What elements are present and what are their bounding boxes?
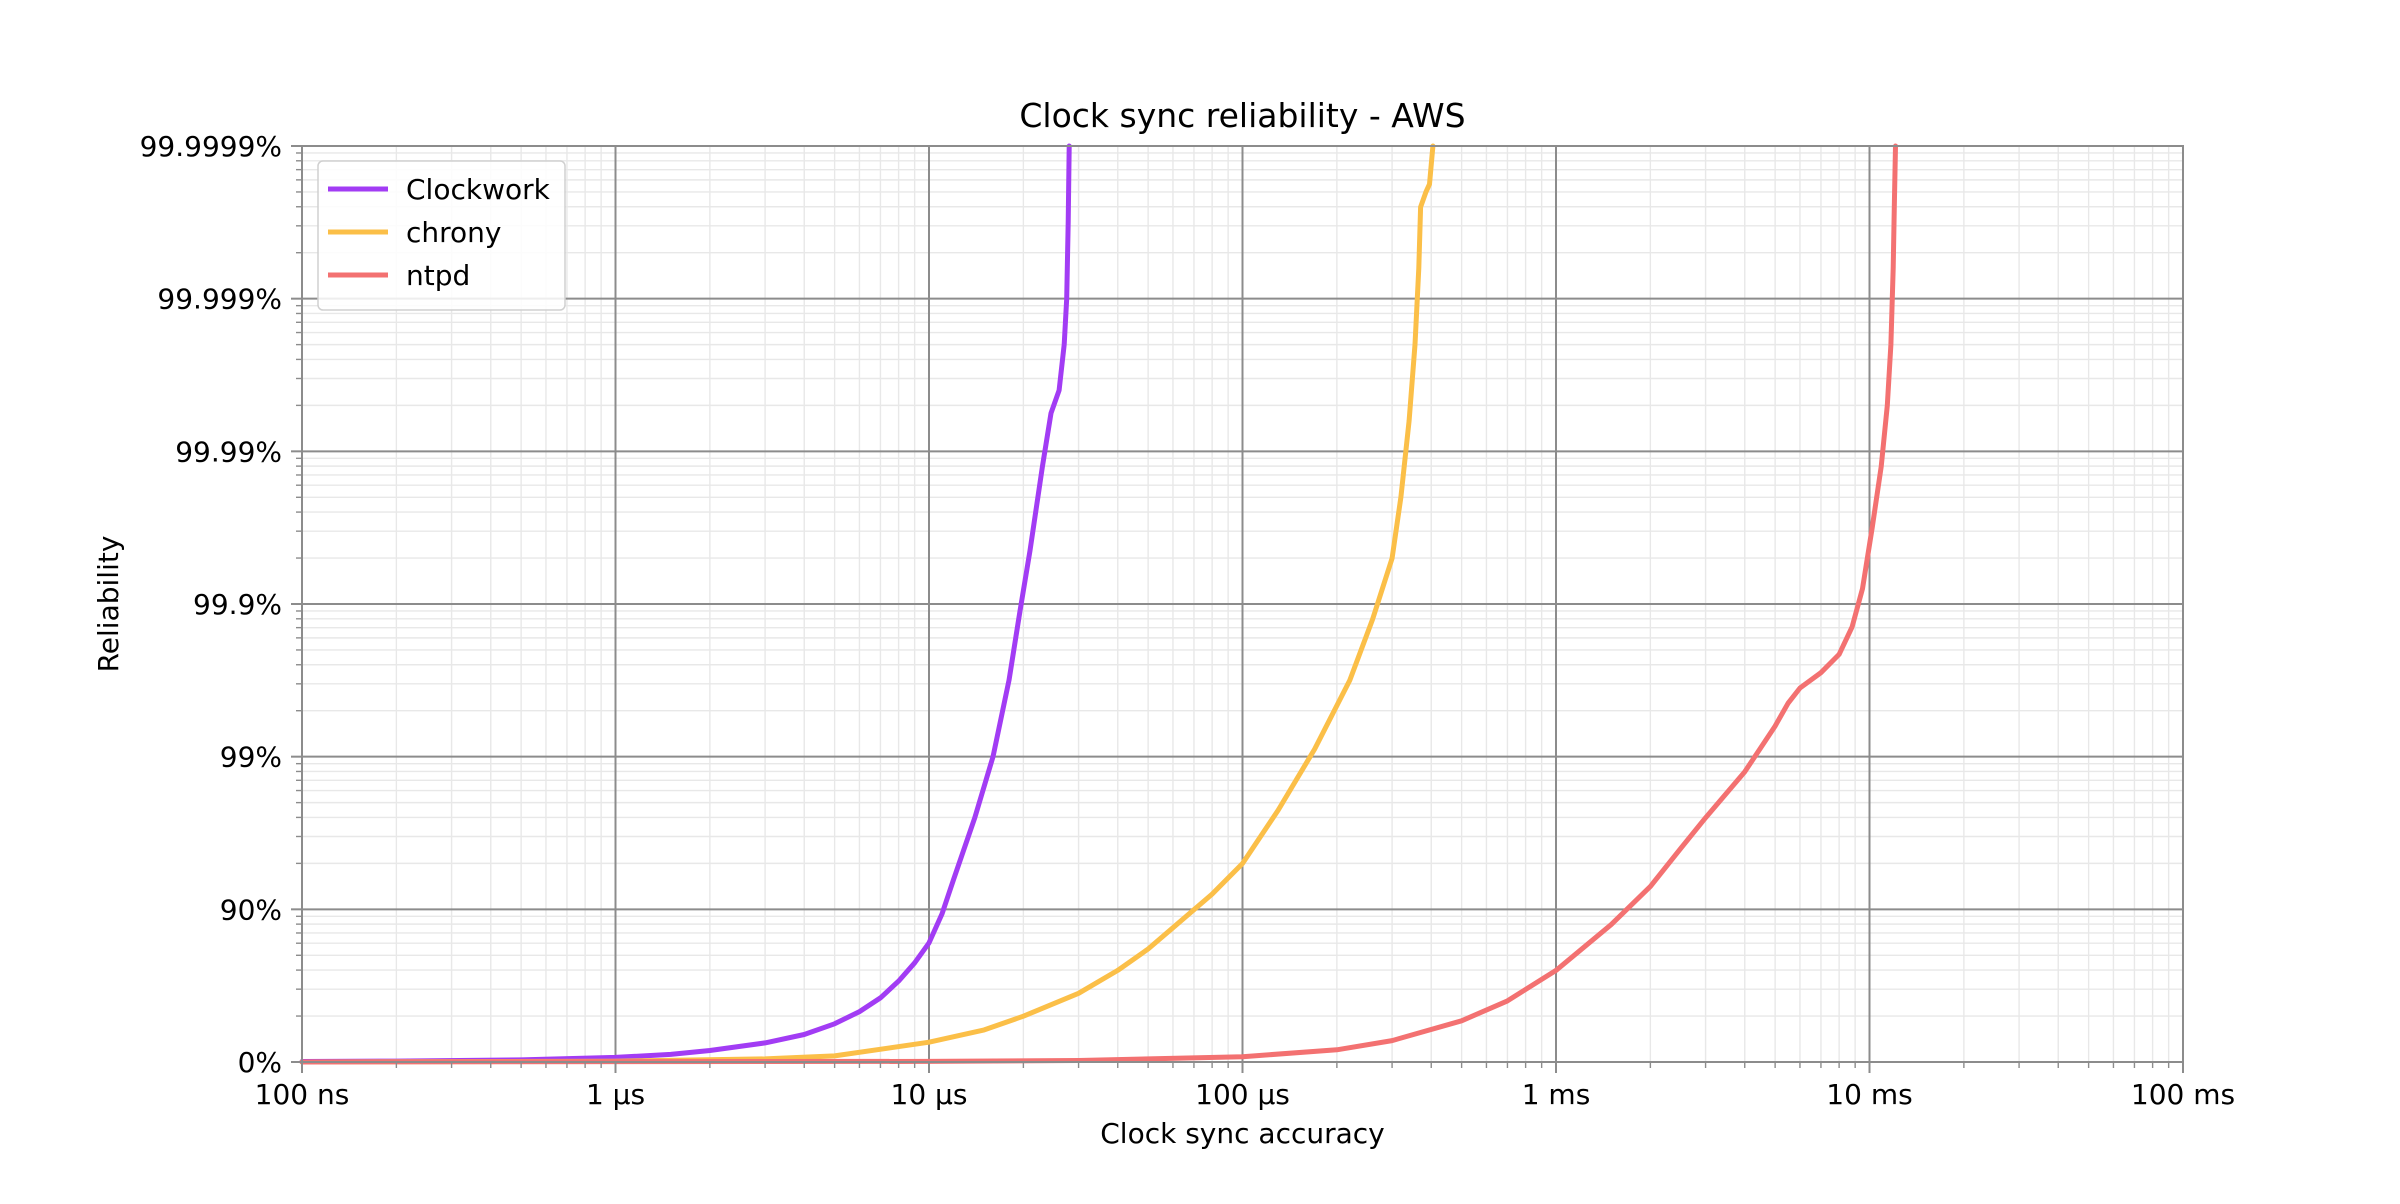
x-tick-label: 10 µs [891, 1078, 968, 1111]
series-layer [299, 143, 1898, 1065]
series-line-ntpd [299, 143, 1898, 1065]
x-tick-label: 100 µs [1195, 1078, 1290, 1111]
chart-title: Clock sync reliability - AWS [1019, 96, 1465, 135]
x-tick-label: 100 ms [2131, 1078, 2235, 1111]
legend-entry-label: ntpd [406, 259, 470, 292]
x-tick-label: 1 ms [1522, 1078, 1591, 1111]
y-tick-label: 0% [238, 1046, 282, 1079]
x-tick-labels: 100 ns 1 µs 10 µs 100 µs 1 ms 10 ms 100 ms [255, 1078, 2235, 1111]
x-tick-label: 100 ns [255, 1078, 350, 1111]
y-tick-labels: 0% 90% 99% 99.9% 99.99% 99.999% 99.9999% [140, 130, 282, 1079]
y-tick-label: 99.99% [175, 435, 282, 468]
series-line-clockwork [299, 143, 1072, 1064]
y-tick-label: 99% [220, 741, 282, 774]
legend-entry-label: Clockwork [406, 173, 551, 206]
x-tick-label: 1 µs [586, 1078, 645, 1111]
x-axis-label: Clock sync accuracy [1100, 1117, 1385, 1150]
legend: Clockwork chrony ntpd [317, 160, 566, 311]
y-tick-label: 99.9% [193, 588, 282, 621]
x-tick-label: 10 ms [1826, 1078, 1912, 1111]
y-axis-label: Reliability [92, 536, 125, 673]
legend-entry-label: chrony [406, 216, 501, 249]
series-line-chrony [299, 143, 1436, 1065]
y-tick-label: 90% [220, 893, 282, 926]
y-tick-label: 99.9999% [140, 130, 282, 163]
y-tick-label: 99.999% [157, 283, 282, 316]
axis-ticks [291, 145, 2184, 1073]
